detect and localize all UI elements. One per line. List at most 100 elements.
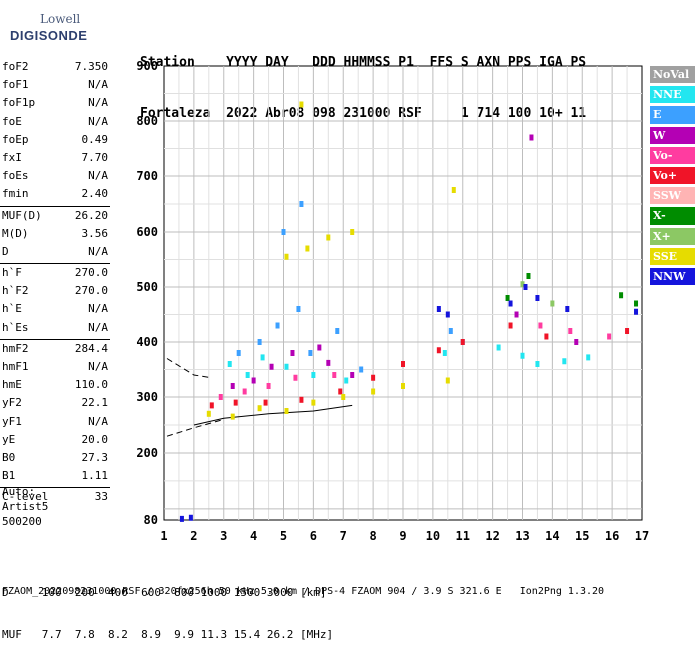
echo-point-sse bbox=[326, 234, 331, 241]
echo-point-nnw bbox=[565, 306, 570, 312]
param-value: N/A bbox=[88, 414, 108, 428]
echo-point-sse bbox=[401, 383, 405, 389]
param-label: hmF2 bbox=[2, 341, 29, 355]
param-row: h`E N/A bbox=[0, 300, 110, 318]
param-value: 2.40 bbox=[81, 187, 109, 201]
echo-point-x bbox=[520, 281, 525, 288]
echo-point-nne bbox=[311, 372, 316, 378]
param-value: 1.11 bbox=[81, 469, 109, 483]
x-tick-label: 11 bbox=[456, 529, 470, 543]
param-value: 110.0 bbox=[74, 378, 108, 392]
param-row: hmE 110.0 bbox=[0, 376, 110, 394]
legend-item: X+ bbox=[650, 227, 695, 245]
param-row: yE 20.0 bbox=[0, 431, 110, 449]
param-label: foE bbox=[2, 114, 22, 128]
echo-point-w bbox=[529, 134, 534, 141]
echo-point-nne bbox=[586, 354, 591, 361]
param-row: h`F 270.0 bbox=[0, 263, 110, 282]
legend-item: NoVal bbox=[650, 66, 695, 84]
echo-point-nne bbox=[562, 358, 567, 365]
echo-point-vo bbox=[568, 328, 573, 334]
direction-legend: NoVal NNE E W Vo- Vo+ SSW X- X+ SSE NNW bbox=[650, 66, 695, 288]
x-tick-label: 2 bbox=[190, 529, 197, 543]
file-info-footer: FZAOM_2022098231000.RSF / 320fx256h 50 k… bbox=[2, 586, 605, 597]
x-tick-label: 14 bbox=[545, 529, 559, 543]
echo-point-vo bbox=[625, 328, 630, 334]
param-label: h`F bbox=[2, 266, 22, 280]
param-label: foEp bbox=[2, 132, 29, 146]
echo-point-x bbox=[550, 300, 555, 307]
param-row: B0 27.3 bbox=[0, 449, 110, 467]
echo-point-nnw bbox=[445, 311, 450, 318]
param-row: MUF(D) 26.20 bbox=[0, 205, 110, 225]
echo-point-sse bbox=[284, 408, 289, 414]
param-row: B1 1.11 bbox=[0, 467, 110, 485]
param-label: B0 bbox=[2, 450, 16, 464]
legend-item: Vo- bbox=[650, 146, 695, 164]
param-value: 22.1 bbox=[81, 396, 109, 410]
echo-point-nnw bbox=[436, 306, 441, 312]
param-row: foEp 0.49 bbox=[0, 131, 110, 149]
y-tick-label: 800 bbox=[136, 114, 158, 128]
param-row: hmF2 284.4 bbox=[0, 338, 110, 358]
echo-point-nne bbox=[520, 352, 525, 359]
param-value: N/A bbox=[88, 96, 108, 110]
param-value: 7.70 bbox=[81, 150, 109, 164]
legend-item: SSW bbox=[650, 187, 695, 205]
param-row: fxI 7.70 bbox=[0, 149, 110, 167]
trace-line bbox=[166, 418, 224, 437]
x-tick-label: 1 bbox=[160, 529, 167, 543]
echo-point-nne bbox=[227, 361, 232, 367]
echo-point-e bbox=[359, 366, 364, 373]
echo-point-vo bbox=[242, 388, 247, 395]
echo-point-sse bbox=[206, 410, 211, 417]
echo-point-sse bbox=[311, 399, 316, 406]
distance-row: D 100 200 400 600 800 1000 1500 3000 [km… bbox=[2, 586, 327, 599]
param-row: foE N/A bbox=[0, 113, 110, 131]
x-tick-label: 16 bbox=[605, 529, 619, 543]
trace-line bbox=[193, 404, 353, 426]
y-tick-label: 80 bbox=[144, 513, 158, 527]
param-row: hmF1 N/A bbox=[0, 358, 110, 376]
echo-point-nnw bbox=[535, 295, 540, 301]
param-label: fmin bbox=[2, 187, 29, 201]
echo-point-vo bbox=[544, 333, 549, 340]
ionospheric-parameters-panel: foF2 7.350 foF1 N/A foF1p N/A foE N/A foEp 0.49 fx… bbox=[0, 58, 110, 507]
param-label: foF2 bbox=[2, 60, 29, 73]
x-tick-label: 13 bbox=[515, 529, 529, 543]
echo-point-sse bbox=[257, 405, 262, 412]
param-row: fmin 2.40 bbox=[0, 185, 110, 203]
x-tick-label: 6 bbox=[310, 529, 317, 543]
param-label: B1 bbox=[2, 469, 16, 483]
echo-point-e bbox=[236, 350, 241, 356]
echo-point-sse bbox=[341, 394, 346, 400]
echo-point-vo bbox=[436, 347, 441, 354]
param-label: h`E bbox=[2, 302, 22, 316]
param-value: 270.0 bbox=[74, 284, 108, 298]
param-row: D N/A bbox=[0, 243, 110, 261]
param-value: 27.3 bbox=[81, 450, 109, 464]
param-value: 33 bbox=[94, 490, 108, 504]
echo-point-nnw bbox=[634, 308, 639, 315]
param-label: h`Es bbox=[2, 320, 29, 334]
echo-point-vo bbox=[293, 374, 298, 381]
echo-point-w bbox=[290, 350, 295, 356]
param-label: D bbox=[2, 244, 9, 258]
echo-point-sse bbox=[230, 413, 235, 420]
y-tick-label: 600 bbox=[136, 225, 158, 239]
legend-item: W bbox=[650, 126, 695, 144]
echo-point-nnw bbox=[523, 284, 528, 290]
echo-point-w bbox=[317, 344, 322, 351]
param-value: 0.49 bbox=[81, 132, 109, 146]
param-value: 20.0 bbox=[81, 432, 109, 446]
param-label: yE bbox=[2, 432, 16, 446]
logo-lowell-text: Lowell bbox=[40, 12, 81, 26]
param-value: N/A bbox=[88, 78, 108, 92]
param-value: 3.56 bbox=[81, 226, 109, 240]
x-tick-label: 5 bbox=[280, 529, 287, 543]
muf-distance-table: D 100 200 400 600 800 1000 1500 3000 [km… bbox=[2, 558, 333, 656]
echo-point-w bbox=[230, 383, 235, 389]
legend-item: X- bbox=[650, 207, 695, 225]
x-tick-label: 4 bbox=[250, 529, 257, 543]
param-row: yF1 N/A bbox=[0, 413, 110, 431]
